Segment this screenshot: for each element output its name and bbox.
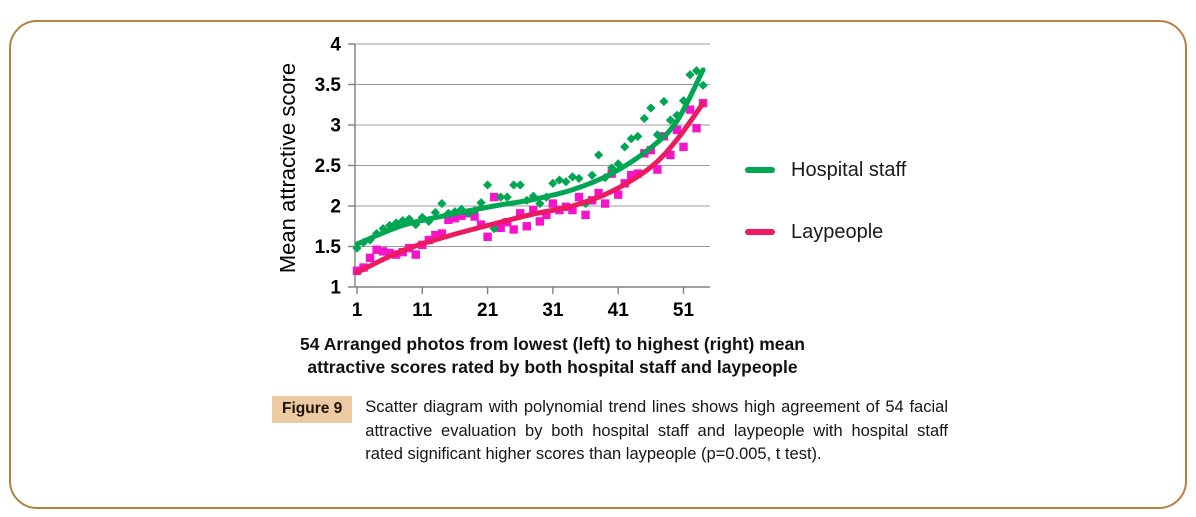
svg-text:4: 4 — [330, 35, 341, 56]
svg-text:3.5: 3.5 — [315, 75, 342, 96]
laypeople-trend-line — [354, 100, 706, 275]
svg-text:1.5: 1.5 — [315, 237, 342, 258]
chart-legend: Hospital staff Laypeople — [745, 157, 906, 245]
legend-item-laypeople: Laypeople — [745, 219, 906, 245]
svg-text:41: 41 — [608, 300, 630, 321]
legend-label-hospital-staff: Hospital staff — [791, 158, 907, 181]
y-axis-title: Mean attractive score — [280, 63, 300, 273]
svg-text:2: 2 — [330, 197, 341, 218]
svg-text:51: 51 — [673, 300, 695, 321]
svg-text:1: 1 — [330, 278, 341, 299]
trend-lines — [354, 67, 706, 275]
axes — [348, 43, 710, 294]
laypeople-line-swatch — [745, 229, 775, 235]
figure-caption-text: Scatter diagram with polynomial trend li… — [365, 398, 948, 463]
svg-text:1: 1 — [352, 300, 363, 321]
figure-caption: Figure 9 Scatter diagram with polynomial… — [272, 396, 948, 467]
x-axis-label-line-1: 54 Arranged photos from lowest (left) to… — [300, 334, 805, 354]
figure-border-frame — [9, 20, 1187, 509]
svg-text:11: 11 — [412, 300, 433, 321]
svg-text:21: 21 — [477, 300, 499, 321]
scatter-chart: 1 1.5 2 2.5 3 3.5 4 1 11 21 31 41 51 Mean attractive … — [275, 30, 735, 330]
svg-text:3: 3 — [330, 116, 341, 137]
x-axis-label-line-2: attractive scores rated by both hospital… — [307, 357, 798, 377]
svg-text:2.5: 2.5 — [315, 156, 342, 177]
legend-item-hospital-staff: Hospital staff — [745, 157, 906, 183]
x-tick-labels: 1 11 21 31 41 51 — [352, 300, 695, 321]
figure-number-badge: Figure 9 — [272, 396, 353, 423]
y-tick-labels: 1 1.5 2 2.5 3 3.5 4 — [315, 35, 342, 299]
legend-label-laypeople: Laypeople — [791, 220, 884, 243]
hospital-staff-line-swatch — [745, 167, 775, 173]
x-axis-label: 54 Arranged photos from lowest (left) to… — [300, 333, 805, 379]
hospital-staff-trend-line — [354, 67, 706, 247]
svg-text:31: 31 — [542, 300, 564, 321]
